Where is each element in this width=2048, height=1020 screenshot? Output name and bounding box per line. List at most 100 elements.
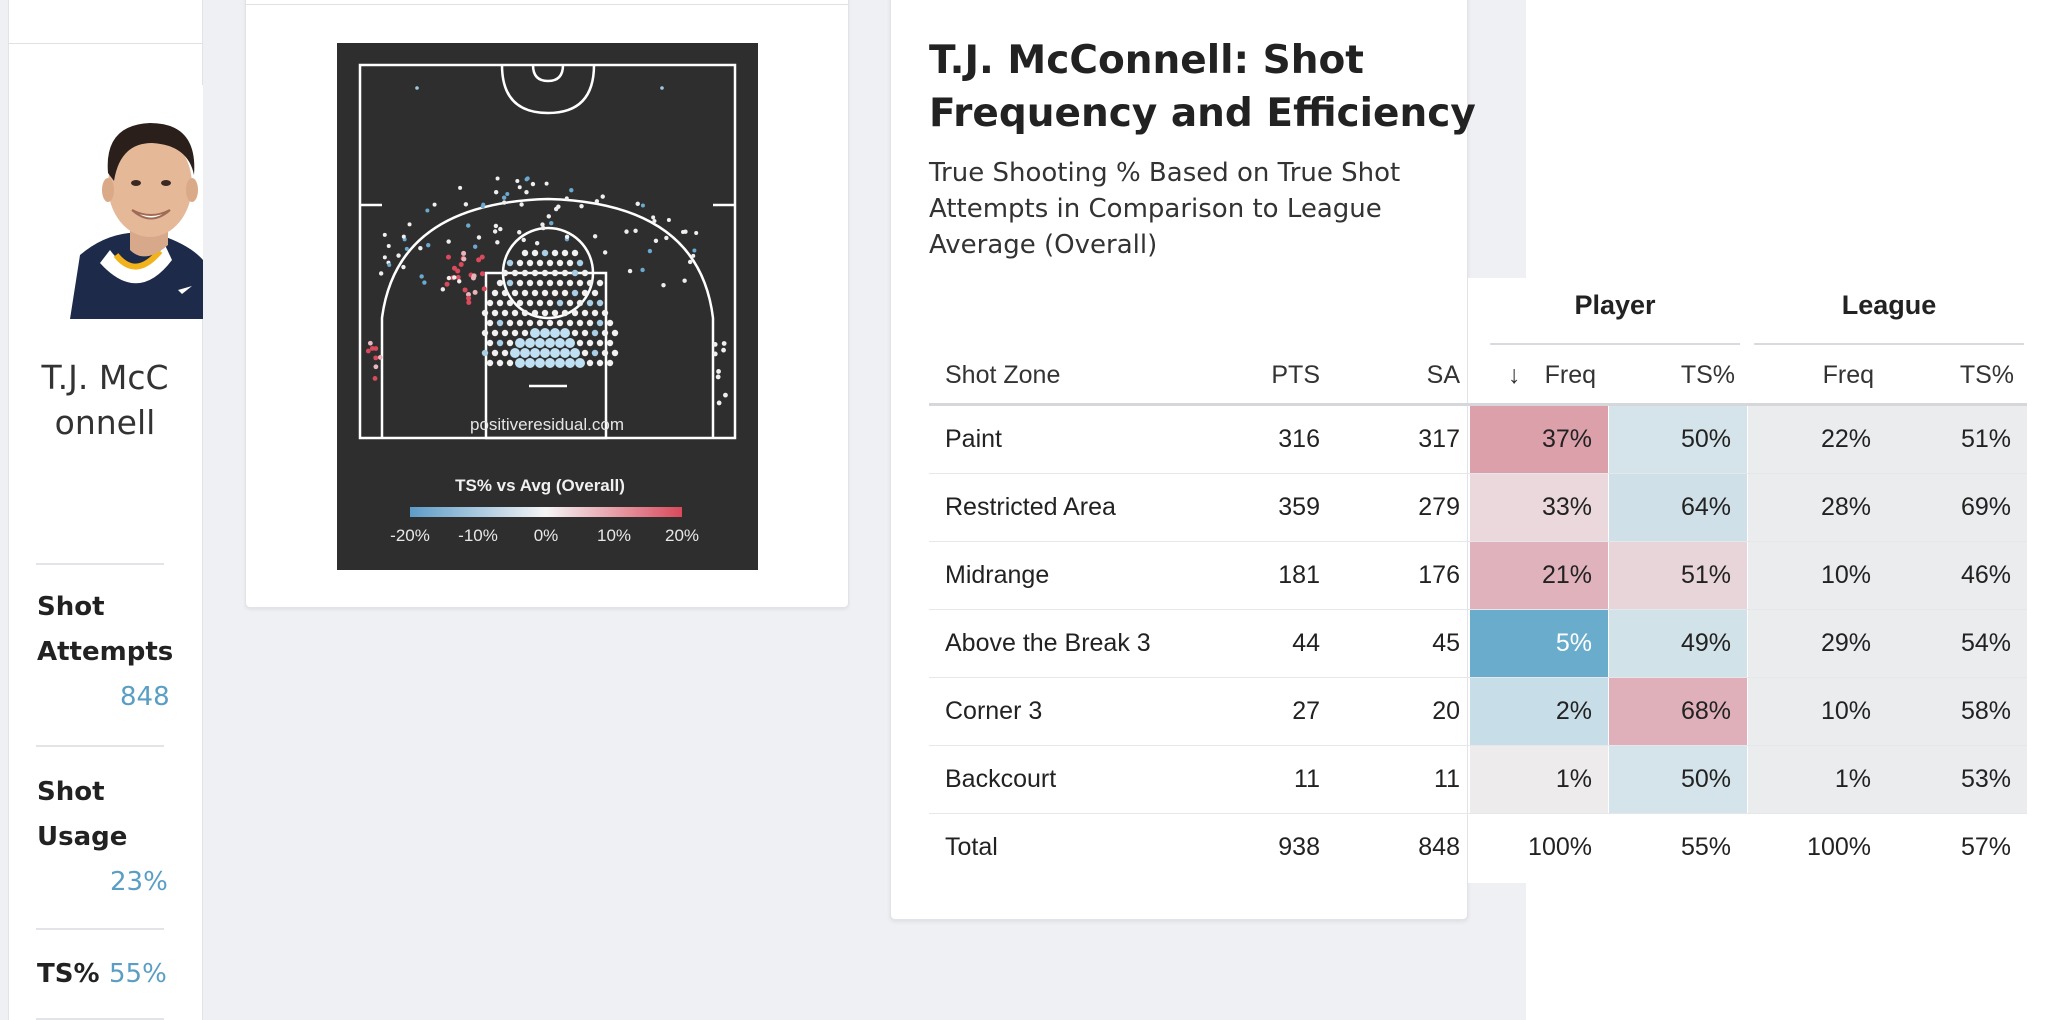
shot-dot xyxy=(506,279,514,287)
shot-dot xyxy=(540,328,550,338)
shot-dot xyxy=(564,196,569,201)
col-shot-zone[interactable]: Shot Zone xyxy=(945,361,1061,389)
shot-dot xyxy=(496,359,504,367)
shot-dot xyxy=(401,234,406,239)
shot-dot xyxy=(462,287,468,293)
sort-arrow-down-icon[interactable]: ↓ xyxy=(1508,361,1521,389)
cell-pts: 44 xyxy=(1292,629,1320,657)
shot-dot xyxy=(664,235,669,241)
shot-dot xyxy=(653,238,659,243)
shot-dot xyxy=(651,215,656,220)
shot-dot xyxy=(515,358,525,368)
shot-dot xyxy=(652,218,657,223)
shot-dot xyxy=(524,190,529,195)
center-circle xyxy=(531,64,565,83)
cell-ts: 51% xyxy=(1609,542,1747,609)
shot-dot xyxy=(534,241,540,246)
shot-dot xyxy=(611,329,619,337)
shot-dot xyxy=(425,208,430,213)
cell-ts: 55% xyxy=(1680,833,1731,861)
shot-dot xyxy=(466,299,472,305)
col-freq[interactable]: Freq xyxy=(1544,361,1596,389)
shot-dot xyxy=(606,359,614,367)
table-row: Backcourt 11 11 1% 50% 1% 53% xyxy=(929,746,2027,814)
col-pts[interactable]: PTS xyxy=(1271,361,1320,389)
cell-ts: 50% xyxy=(1609,406,1747,473)
shot-dot xyxy=(466,295,472,301)
shot-dot xyxy=(540,222,545,227)
shot-dot xyxy=(541,249,549,257)
shot-dot xyxy=(591,289,599,297)
shot-dot xyxy=(576,279,584,287)
shot-dot xyxy=(591,309,599,317)
shot-dot xyxy=(647,248,653,254)
cell-league-ts: 58% xyxy=(1887,678,2027,745)
col-ts[interactable]: TS% xyxy=(1680,361,1735,389)
cell-sa: 279 xyxy=(1418,493,1460,521)
shot-dot xyxy=(418,246,423,251)
shot-dot xyxy=(564,234,570,240)
shot-dot xyxy=(600,194,605,199)
shot-dot xyxy=(493,189,499,195)
shot-dot xyxy=(440,287,446,292)
shot-dot xyxy=(556,279,564,287)
sidebar-divider-top xyxy=(9,43,202,44)
shot-dot xyxy=(661,282,666,288)
shot-dot xyxy=(501,349,509,357)
cell-freq: 1% xyxy=(1470,746,1608,813)
shot-dot xyxy=(516,259,524,267)
shot-dot xyxy=(444,281,450,287)
shot-dot xyxy=(546,299,554,307)
cell-zone: Corner 3 xyxy=(945,697,1043,725)
shot-dot xyxy=(536,259,544,267)
shot-dot xyxy=(521,309,529,317)
shot-dot xyxy=(561,289,569,297)
cell-sa: 45 xyxy=(1432,629,1460,657)
sidebar-divider xyxy=(36,928,164,930)
cell-pts: 316 xyxy=(1278,425,1320,453)
shot-dot xyxy=(531,269,539,277)
shot-dot xyxy=(492,229,498,234)
shot-dot xyxy=(519,202,524,207)
shot-dot xyxy=(553,206,559,212)
legend-tick-label: 20% xyxy=(665,526,699,545)
cell-pts: 181 xyxy=(1278,561,1320,589)
cell-pts: 359 xyxy=(1278,493,1320,521)
shot-dot xyxy=(496,299,504,307)
cell-league-ts: 51% xyxy=(1887,406,2027,473)
legend-tick-label: 10% xyxy=(597,526,631,545)
shot-dot xyxy=(535,358,545,368)
cell-ts: 68% xyxy=(1609,678,1747,745)
shot-dot xyxy=(640,203,645,208)
col-league-ts[interactable]: TS% xyxy=(1959,361,2014,389)
shot-dot xyxy=(682,278,687,283)
shot-dot xyxy=(525,338,535,348)
shot-dot xyxy=(458,262,464,268)
shot-dot xyxy=(520,348,530,358)
shot-dot xyxy=(546,279,554,287)
shot-dot xyxy=(541,269,549,277)
shot-dot xyxy=(635,201,640,207)
shot-dot xyxy=(472,289,478,295)
shot-dot xyxy=(566,259,574,267)
ts-value: 55% xyxy=(109,959,167,989)
shot-dot xyxy=(541,309,549,317)
shot-usage-value: 23% xyxy=(110,867,168,897)
shot-dot xyxy=(535,338,545,348)
shot-dot xyxy=(452,275,457,280)
cell-sa: 176 xyxy=(1418,561,1460,589)
shot-dot xyxy=(716,369,721,374)
cell-zone: Total xyxy=(945,833,998,861)
shot-dot xyxy=(386,243,391,248)
court-diagram: positiveresidual.com TS% vs Avg (Overall… xyxy=(358,63,737,545)
table-subtitle: True Shooting % Based on True Shot Attem… xyxy=(929,158,1401,260)
col-sa[interactable]: SA xyxy=(1426,361,1460,389)
shot-dot xyxy=(486,299,494,307)
shot-dot xyxy=(501,200,507,205)
shot-dot xyxy=(576,259,584,267)
col-league-freq[interactable]: Freq xyxy=(1822,361,1874,389)
shot-dot xyxy=(511,269,519,277)
cell-ts: 64% xyxy=(1609,474,1747,541)
shot-dot xyxy=(551,309,559,317)
shot-dot xyxy=(466,223,471,228)
